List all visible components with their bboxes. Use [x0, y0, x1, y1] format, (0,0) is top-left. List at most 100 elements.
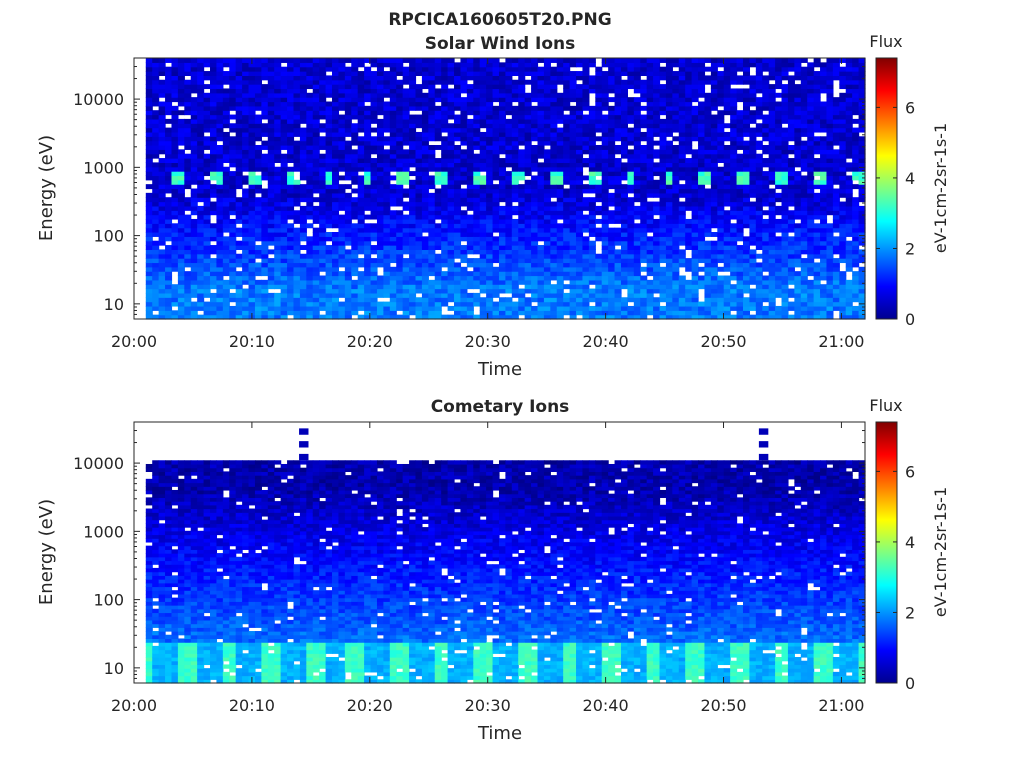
- heatmap-cell: [364, 175, 372, 181]
- heatmap-cell: [287, 201, 295, 207]
- heatmap-cell: [543, 105, 551, 111]
- heatmap-cell: [319, 66, 327, 72]
- heatmap-cell: [190, 123, 198, 129]
- heatmap-cell: [274, 297, 282, 303]
- heatmap-cell: [511, 284, 519, 290]
- heatmap-cell: [505, 205, 513, 211]
- heatmap-cell: [274, 218, 282, 224]
- heatmap-cell: [319, 236, 327, 242]
- heatmap-cell: [383, 75, 391, 81]
- heatmap-cell: [312, 271, 320, 277]
- heatmap-cell: [492, 105, 500, 111]
- heatmap-cell: [685, 97, 693, 103]
- heatmap-cell: [582, 127, 590, 133]
- heatmap-cell: [402, 314, 410, 320]
- heatmap-cell: [646, 192, 654, 198]
- heatmap-cell: [216, 166, 224, 172]
- heatmap-cell: [505, 214, 513, 220]
- heatmap-cell: [203, 118, 211, 124]
- heatmap-cell: [563, 301, 571, 307]
- heatmap-cell: [441, 84, 449, 90]
- heatmap-cell: [601, 105, 609, 111]
- heatmap-cell: [505, 140, 513, 146]
- heatmap-cell: [177, 232, 185, 237]
- heatmap-cell: [569, 127, 577, 133]
- heatmap-cell: [325, 288, 333, 294]
- heatmap-cell: [653, 232, 661, 237]
- heatmap-cell: [145, 288, 153, 294]
- heatmap-cell: [537, 114, 545, 120]
- heatmap-cell: [550, 188, 558, 194]
- heatmap-cell: [145, 279, 153, 285]
- heatmap-cell: [344, 71, 352, 76]
- heatmap-cell: [421, 118, 429, 124]
- heatmap-cell: [717, 297, 725, 303]
- heatmap-cell: [614, 92, 622, 98]
- heatmap-cell: [152, 279, 160, 285]
- heatmap-cell: [338, 131, 346, 137]
- heatmap-cell: [576, 140, 584, 146]
- heatmap-cell: [402, 136, 410, 142]
- heatmap-cell: [665, 184, 673, 190]
- heatmap-cell: [588, 310, 596, 316]
- heatmap-cell: [409, 158, 417, 163]
- heatmap-cell: [620, 249, 628, 255]
- heatmap-cell: [640, 288, 648, 294]
- heatmap-cell: [222, 271, 230, 277]
- heatmap-cell: [704, 175, 712, 181]
- heatmap-cell: [145, 66, 153, 72]
- heatmap-cell: [588, 88, 596, 94]
- heatmap-cell: [344, 97, 352, 103]
- heatmap-cell: [280, 279, 288, 285]
- heatmap-cell: [357, 297, 365, 303]
- heatmap-cell: [383, 310, 391, 316]
- heatmap-cell: [222, 253, 230, 259]
- heatmap-cell: [396, 71, 404, 76]
- heatmap-cell: [665, 236, 673, 242]
- heatmap-cell: [396, 314, 404, 320]
- heatmap-cell: [216, 305, 224, 311]
- heatmap-cell: [216, 158, 224, 163]
- heatmap-cell: [524, 275, 532, 281]
- heatmap-cell: [229, 223, 237, 229]
- heatmap-cell: [627, 236, 635, 242]
- heatmap-cell: [171, 266, 179, 272]
- heatmap-cell: [595, 127, 603, 133]
- heatmap-cell: [287, 123, 295, 129]
- heatmap-cell: [248, 188, 256, 194]
- heatmap-cell: [511, 192, 519, 198]
- heatmap-cell: [672, 123, 680, 129]
- heatmap-cell: [601, 236, 609, 242]
- heatmap-cell: [325, 210, 333, 216]
- heatmap-cell: [267, 210, 275, 216]
- heatmap-cell: [659, 175, 667, 181]
- heatmap-cell: [698, 249, 706, 255]
- heatmap-cell: [389, 301, 397, 307]
- heatmap-cell: [460, 297, 468, 303]
- heatmap-cell: [383, 301, 391, 307]
- heatmap-cell: [498, 114, 506, 120]
- heatmap-cell: [409, 171, 417, 177]
- heatmap-cell: [287, 266, 295, 272]
- heatmap-cell: [235, 218, 243, 224]
- heatmap-cell: [312, 71, 320, 76]
- heatmap-cell: [460, 201, 468, 207]
- heatmap-cell: [332, 184, 340, 190]
- heatmap-cell: [332, 66, 340, 72]
- heatmap-cell: [364, 292, 372, 298]
- heatmap-cell: [145, 153, 153, 159]
- heatmap-cell: [306, 210, 314, 216]
- heatmap-cell: [659, 88, 667, 94]
- heatmap-cell: [460, 84, 468, 90]
- heatmap-cell: [293, 240, 301, 246]
- heatmap-cell: [710, 301, 718, 307]
- heatmap-cell: [537, 279, 545, 285]
- heatmap-cell: [364, 288, 372, 294]
- heatmap-cell: [627, 258, 635, 264]
- heatmap-cell: [197, 210, 205, 216]
- heatmap-cell: [620, 58, 628, 63]
- heatmap-cell: [563, 266, 571, 272]
- heatmap-cell: [518, 101, 526, 107]
- heatmap-cell: [389, 279, 397, 285]
- heatmap-cell: [428, 192, 436, 198]
